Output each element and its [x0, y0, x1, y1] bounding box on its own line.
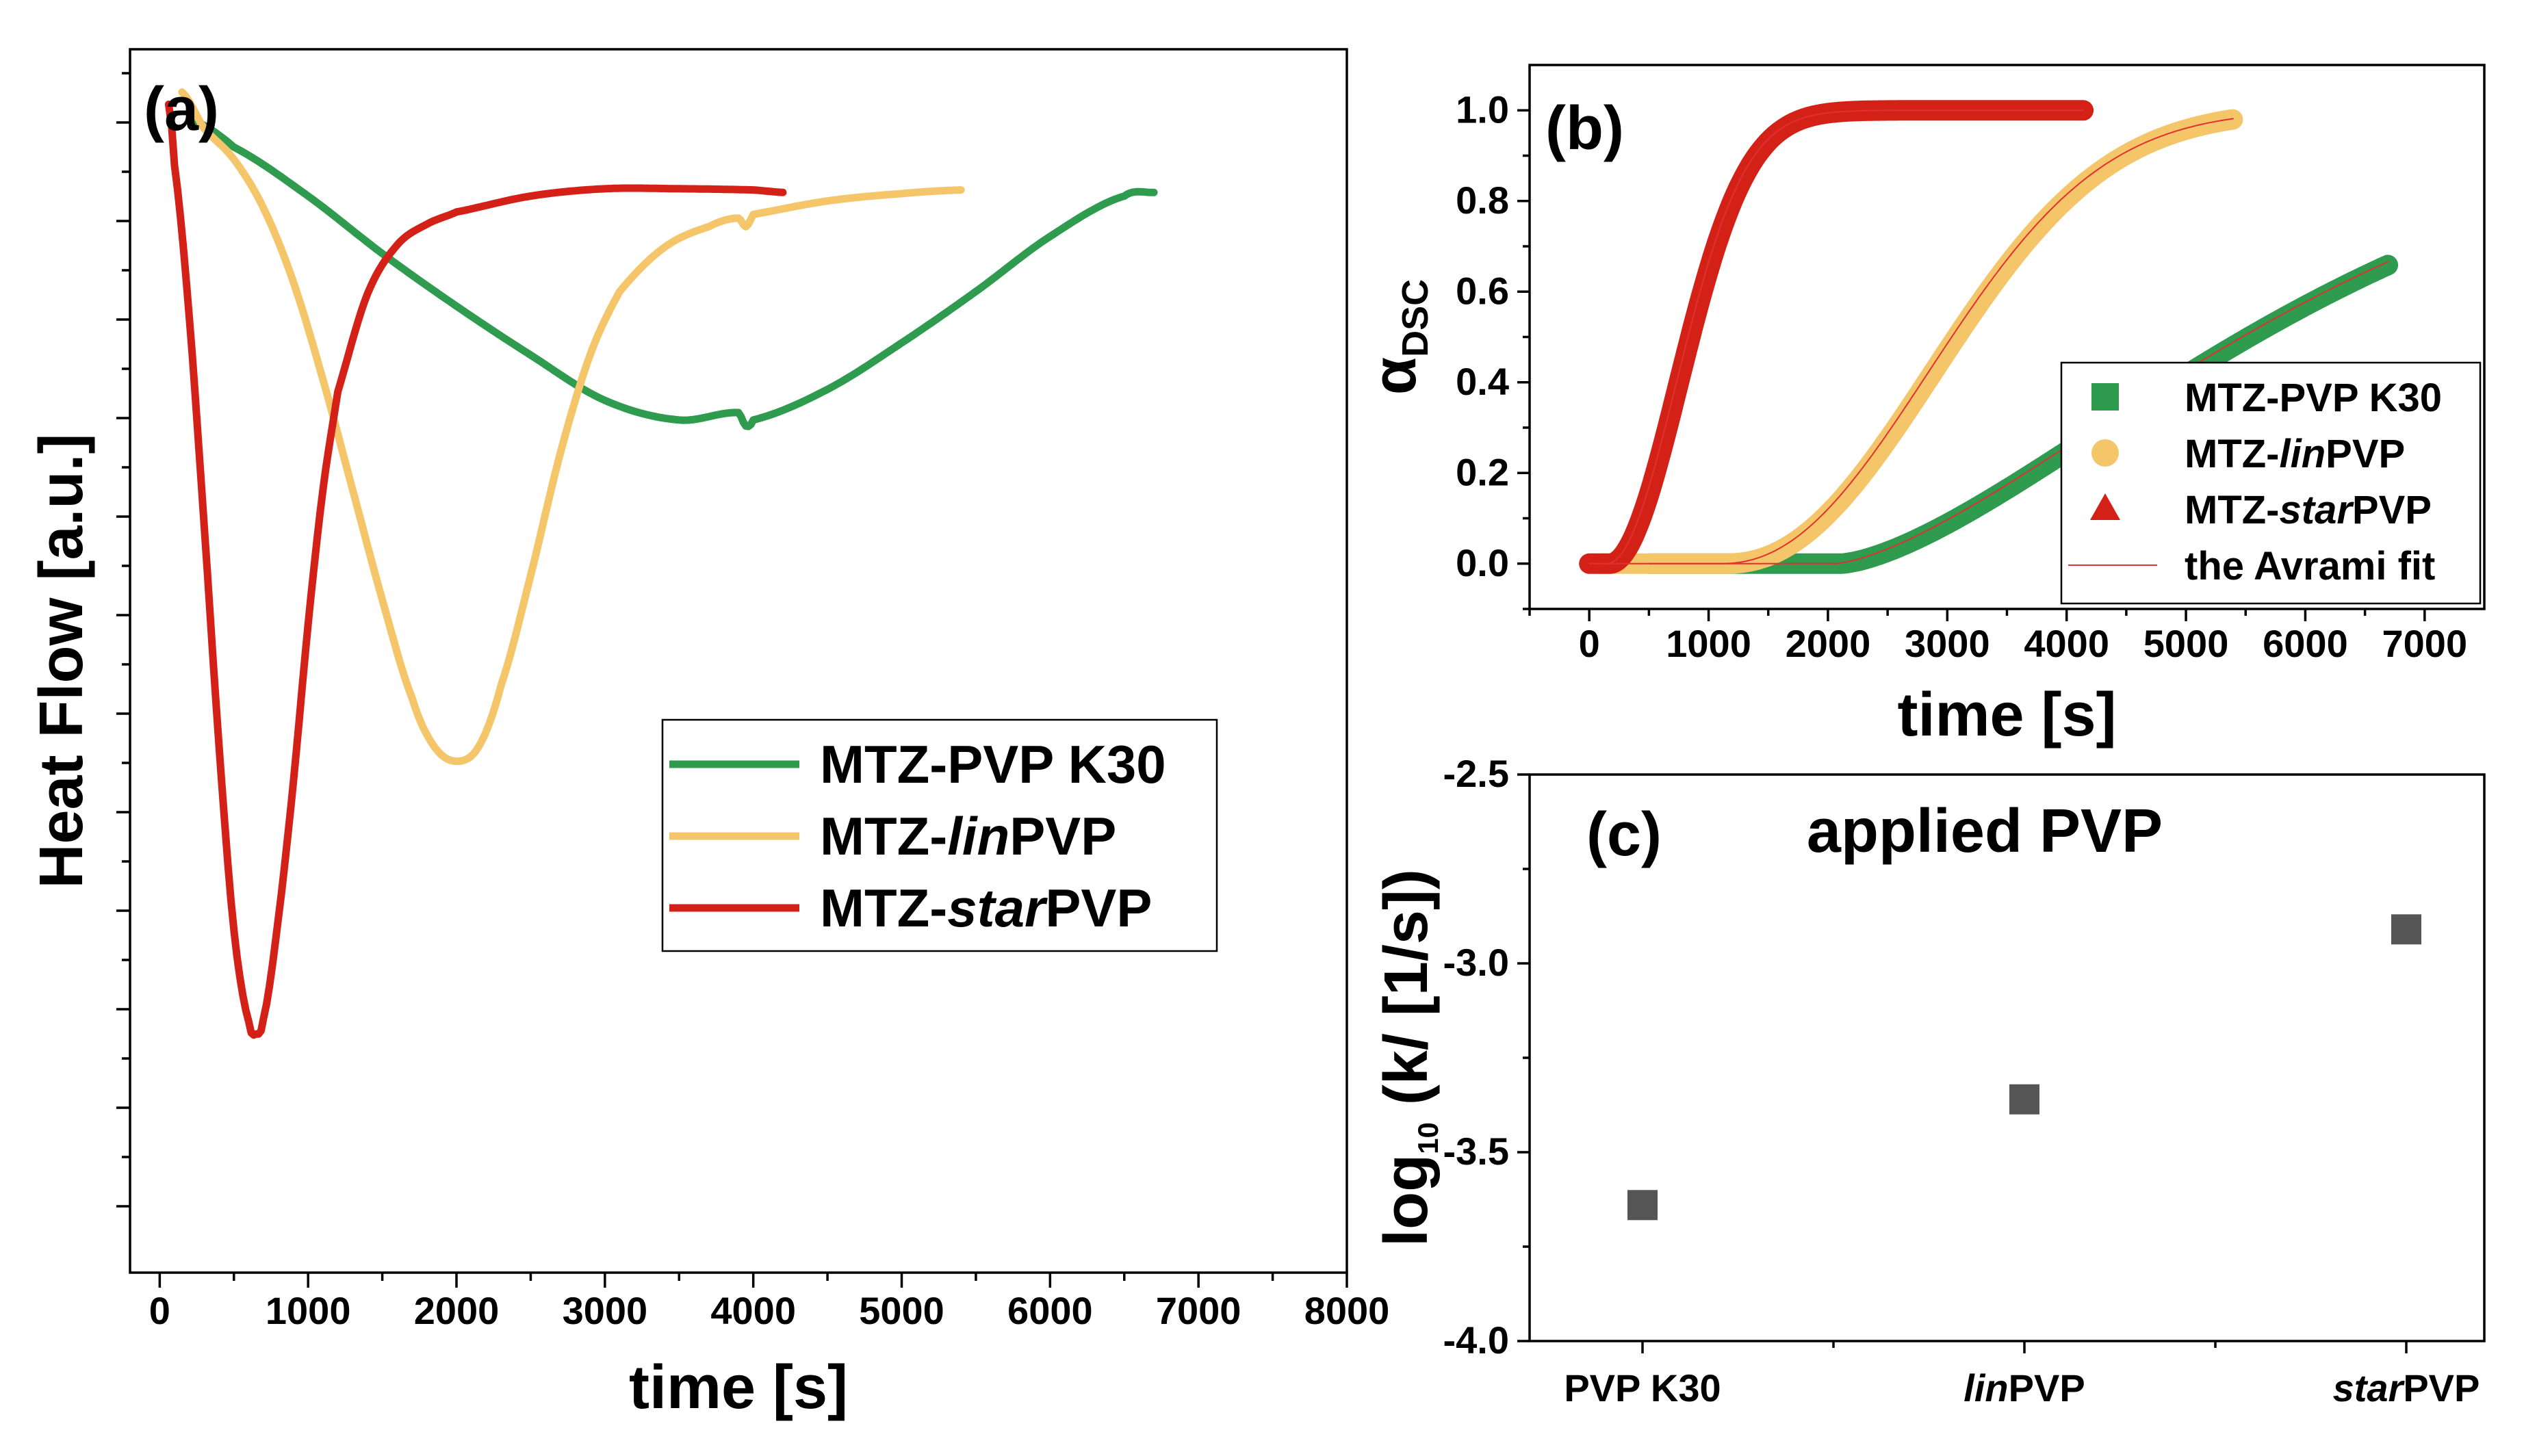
x-tick-label: 0 [149, 1289, 170, 1332]
y-tick-label: 0.8 [1456, 179, 1509, 222]
x-tick-label: 5000 [2143, 622, 2229, 665]
legend-box [2060, 361, 2482, 605]
series-line-linpvp [178, 88, 965, 766]
x-tick-label: 3000 [1905, 622, 1990, 665]
x-tick-label: 4000 [710, 1289, 796, 1332]
legend-label: MTZ-PVP K30 [820, 734, 1166, 794]
y-axis-label: log10 (k/ [1/s]) [1372, 869, 1444, 1247]
panel-c-rate-constant-chart: -4.0 -3.5 -3.0 -2.5 PVP K30 linPVP starPVP (c) a… [1372, 752, 2486, 1409]
panel-label-a: (a) [144, 75, 219, 144]
x-tick-label: 6000 [1007, 1289, 1093, 1332]
y-tick-label: -4.0 [1443, 1318, 1510, 1362]
x-tick-label: 4000 [2024, 622, 2109, 665]
legend-marker [2091, 439, 2119, 467]
y-tick-label: -2.5 [1443, 752, 1510, 795]
legend-label: MTZ-starPVP [820, 878, 1152, 938]
panel-label-b: (b) [1545, 94, 1624, 163]
y-tick-label: -3.5 [1443, 1130, 1510, 1173]
x-axis-label: time [s] [629, 1353, 848, 1422]
y-tick-label: -3.0 [1443, 941, 1510, 984]
y-tick-label: 0.0 [1456, 541, 1509, 584]
x-category-label: linPVP [1963, 1366, 2085, 1409]
data-point [1627, 1190, 1658, 1221]
legend-label: MTZ-linPVP [2185, 432, 2405, 476]
panel-label-c: (c) [1586, 801, 1662, 869]
legend-label: MTZ-PVP K30 [2185, 376, 2442, 420]
plot-frame [129, 48, 1348, 1274]
y-tick-label: 0.6 [1456, 269, 1509, 312]
x-tick-label: 0 [1579, 622, 1600, 665]
data-point [2009, 1084, 2039, 1115]
x-axis-label: time [s] [1897, 681, 2116, 749]
panel-b-conversion-chart: 0 1000 2000 3000 4000 5000 6000 7000 0.0 0.2 0.4 0.… [1361, 64, 2486, 749]
avrami-fit-pvp-k30 [1648, 261, 2389, 564]
chart-title: applied PVP [1807, 797, 2163, 866]
x-tick-label: 7000 [1156, 1289, 1241, 1332]
avrami-fit-starpvp [1588, 109, 2085, 564]
legend-marker [2090, 493, 2120, 520]
legend-marker [2091, 383, 2119, 411]
legend-label: MTZ-linPVP [820, 806, 1116, 866]
y-axis-label: αDSC [1361, 279, 1436, 395]
x-category-label: starPVP [2333, 1366, 2480, 1409]
x-tick-label: 7000 [2382, 622, 2468, 665]
x-tick-label: 5000 [859, 1289, 944, 1332]
x-tick-label: 1000 [266, 1289, 351, 1332]
x-tick-label: 8000 [1304, 1289, 1390, 1332]
avrami-fit-linpvp [1600, 118, 2234, 564]
data-point [2391, 914, 2421, 945]
x-tick-label: 2000 [1786, 622, 1871, 665]
x-tick-label: 2000 [414, 1289, 500, 1332]
x-tick-label: 6000 [2263, 622, 2348, 665]
legend-label: the Avrami fit [2185, 544, 2435, 588]
legend-label: MTZ-starPVP [2185, 488, 2432, 532]
x-tick-label: 1000 [1666, 622, 1751, 665]
y-tick-label: 0.4 [1456, 360, 1509, 403]
series-line-starpvp [164, 101, 787, 1039]
x-tick-label: 3000 [563, 1289, 648, 1332]
panel-a-heat-flow-chart: 0 1000 2000 3000 4000 5000 6000 7000 8000 time [s… [27, 48, 1390, 1422]
y-tick-label: 0.2 [1456, 450, 1509, 493]
series-line-pvp-k30 [185, 115, 1158, 430]
y-tick-label: 1.0 [1456, 88, 1509, 131]
x-category-label: PVP K30 [1564, 1366, 1721, 1409]
y-axis-label: Heat Flow [a.u.] [27, 433, 96, 888]
